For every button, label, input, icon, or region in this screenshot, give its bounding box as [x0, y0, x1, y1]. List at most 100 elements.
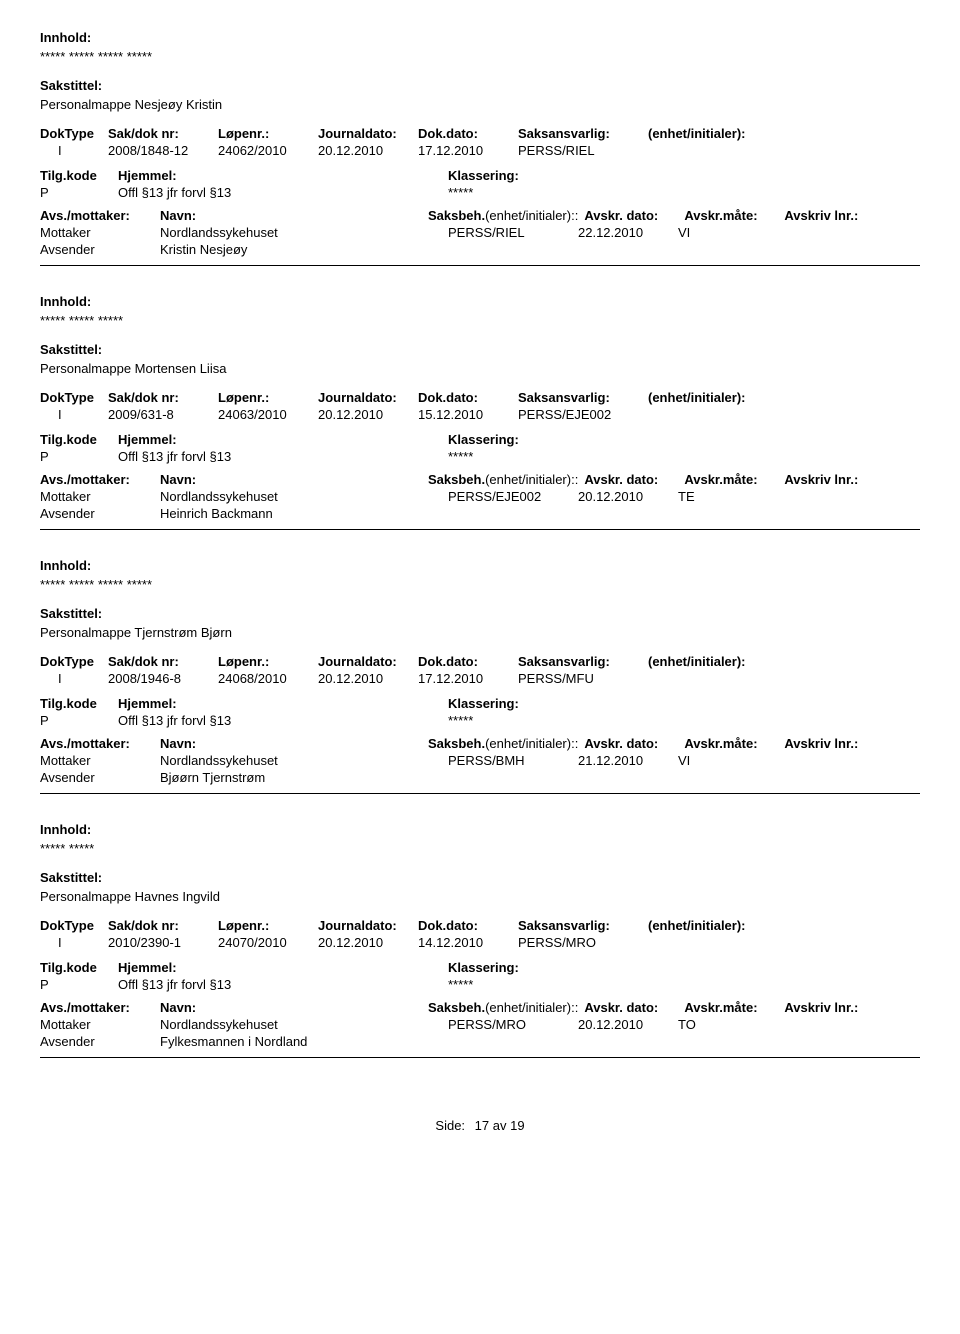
- val-lopenr: 24070/2010: [218, 935, 318, 950]
- val-saksbeh: PERSS/MRO: [448, 1017, 578, 1032]
- value-row: I 2008/1946-8 24068/2010 20.12.2010 17.1…: [40, 671, 920, 686]
- hdr-tilgkode: Tilg.kode: [40, 168, 118, 183]
- val-lopenr: 24062/2010: [218, 143, 318, 158]
- hdr-klassering: Klassering:: [448, 960, 598, 975]
- hdr-saksansvarlig: Saksansvarlig:: [518, 654, 648, 669]
- val-hjemmel: Offl §13 jfr forvl §13: [118, 713, 378, 728]
- val-avskrmate: TE: [678, 489, 738, 504]
- innhold-label: Innhold:: [40, 294, 920, 309]
- sakstittel-value: Personalmappe Havnes Ingvild: [40, 889, 920, 904]
- hdr-saksbeh-group: Saksbeh. (enhet/initialer): :: [428, 472, 578, 487]
- hdr-saksbeh-group: Saksbeh. (enhet/initialer): :: [428, 208, 578, 223]
- hdr-enhet: (enhet/initialer):: [648, 654, 798, 669]
- val-avskrdato: 22.12.2010: [578, 225, 678, 240]
- hdr-lopenr: Løpenr.:: [218, 654, 318, 669]
- innhold-value: ***** ***** ***** *****: [40, 49, 920, 64]
- val-sakdok: 2008/1946-8: [108, 671, 218, 686]
- mottaker-row: Mottaker Nordlandssykehuset PERSS/BMH 21…: [40, 753, 920, 768]
- hdr-avskrivlnr: Avskriv lnr.:: [784, 736, 884, 751]
- val-tilgkode: P: [40, 185, 118, 200]
- val-tilgkode: P: [40, 449, 118, 464]
- val-avskrdato: 21.12.2010: [578, 753, 678, 768]
- mottaker-row: Mottaker Nordlandssykehuset PERSS/EJE002…: [40, 489, 920, 504]
- avsender-name: Kristin Nesjeøy: [160, 242, 380, 257]
- val-lopenr: 24063/2010: [218, 407, 318, 422]
- val-tilgkode: P: [40, 977, 118, 992]
- hdr-avsmottaker: Avs./mottaker:: [40, 736, 160, 751]
- hdr-doktype: DokType: [40, 126, 108, 141]
- mottaker-name: Nordlandssykehuset: [160, 225, 380, 240]
- hdr-enhet: (enhet/initialer):: [648, 390, 798, 405]
- hdr-tilgkode: Tilg.kode: [40, 960, 118, 975]
- hdr-saksbeh-group: Saksbeh. (enhet/initialer): :: [428, 1000, 578, 1015]
- hdr-hjemmel: Hjemmel:: [118, 960, 378, 975]
- hdr-saksbeh: Saksbeh.: [428, 208, 485, 223]
- mottaker-row: Mottaker Nordlandssykehuset PERSS/RIEL 2…: [40, 225, 920, 240]
- separator-line: [40, 529, 920, 530]
- val-avskrmate: VI: [678, 753, 738, 768]
- tilg-value-row: P Offl §13 jfr forvl §13 *****: [40, 449, 920, 464]
- innhold-value: ***** ***** *****: [40, 313, 920, 328]
- hdr-enhet: (enhet/initialer):: [648, 918, 798, 933]
- hdr-saksbeh-group: Saksbeh. (enhet/initialer): :: [428, 736, 578, 751]
- innhold-label: Innhold:: [40, 558, 920, 573]
- hdr-dokdato: Dok.dato:: [418, 654, 518, 669]
- val-journaldato: 20.12.2010: [318, 407, 418, 422]
- val-doktype: I: [40, 143, 108, 158]
- val-avskrdato: 20.12.2010: [578, 489, 678, 504]
- hdr-saksansvarlig: Saksansvarlig:: [518, 918, 648, 933]
- val-doktype: I: [40, 671, 108, 686]
- val-sakdok: 2009/631-8: [108, 407, 218, 422]
- separator-line: [40, 1057, 920, 1058]
- sakstittel-value: Personalmappe Nesjeøy Kristin: [40, 97, 920, 112]
- hdr-hjemmel: Hjemmel:: [118, 432, 378, 447]
- val-journaldato: 20.12.2010: [318, 935, 418, 950]
- innhold-value: ***** *****: [40, 841, 920, 856]
- val-doktype: I: [40, 407, 108, 422]
- hdr-tilgkode: Tilg.kode: [40, 696, 118, 711]
- header-row: DokType Sak/dok nr: Løpenr.: Journaldato…: [40, 390, 920, 405]
- mottaker-name: Nordlandssykehuset: [160, 489, 380, 504]
- hdr-dokdato: Dok.dato:: [418, 918, 518, 933]
- hdr-doktype: DokType: [40, 390, 108, 405]
- sakstittel-value: Personalmappe Mortensen Liisa: [40, 361, 920, 376]
- innhold-value: ***** ***** ***** *****: [40, 577, 920, 592]
- val-journaldato: 20.12.2010: [318, 143, 418, 158]
- footer-side-label: Side:: [435, 1118, 465, 1133]
- val-dokdato: 14.12.2010: [418, 935, 518, 950]
- value-row: I 2009/631-8 24063/2010 20.12.2010 15.12…: [40, 407, 920, 422]
- avsender-row: Avsender Kristin Nesjeøy: [40, 242, 920, 257]
- tilg-header-row: Tilg.kode Hjemmel: Klassering:: [40, 696, 920, 711]
- hdr-avsmottaker: Avs./mottaker:: [40, 208, 160, 223]
- hdr-navn: Navn:: [160, 736, 360, 751]
- hdr-avskrivlnr: Avskriv lnr.:: [784, 472, 884, 487]
- hdr-navn: Navn:: [160, 472, 360, 487]
- tilg-header-row: Tilg.kode Hjemmel: Klassering:: [40, 168, 920, 183]
- val-hjemmel: Offl §13 jfr forvl §13: [118, 185, 378, 200]
- val-klassering: *****: [448, 977, 598, 992]
- hdr-doktype: DokType: [40, 918, 108, 933]
- hdr-journaldato: Journaldato:: [318, 126, 418, 141]
- avsender-label: Avsender: [40, 1034, 160, 1049]
- hdr-enhet2: (enhet/initialer):: [485, 1000, 575, 1015]
- hdr-navn: Navn:: [160, 1000, 360, 1015]
- hdr-sakdok: Sak/dok nr:: [108, 126, 218, 141]
- footer-av-label: av: [493, 1118, 507, 1133]
- val-klassering: *****: [448, 185, 598, 200]
- val-avskrdato: 20.12.2010: [578, 1017, 678, 1032]
- hdr-klassering: Klassering:: [448, 696, 598, 711]
- hdr-saksansvarlig: Saksansvarlig:: [518, 126, 648, 141]
- avsender-label: Avsender: [40, 770, 160, 785]
- hdr-saksbeh: Saksbeh.: [428, 736, 485, 751]
- mottaker-name: Nordlandssykehuset: [160, 1017, 380, 1032]
- hdr-lopenr: Løpenr.:: [218, 126, 318, 141]
- hdr-sakdok: Sak/dok nr:: [108, 654, 218, 669]
- avsender-row: Avsender Bjøørn Tjernstrøm: [40, 770, 920, 785]
- hdr-enhet2: (enhet/initialer):: [485, 208, 575, 223]
- hdr-avskrivlnr: Avskriv lnr.:: [784, 1000, 884, 1015]
- tilg-header-row: Tilg.kode Hjemmel: Klassering:: [40, 432, 920, 447]
- avs-header-row: Avs./mottaker: Navn: Saksbeh. (enhet/ini…: [40, 1000, 920, 1015]
- hdr-hjemmel: Hjemmel:: [118, 168, 378, 183]
- val-dokdato: 15.12.2010: [418, 407, 518, 422]
- hdr-tilgkode: Tilg.kode: [40, 432, 118, 447]
